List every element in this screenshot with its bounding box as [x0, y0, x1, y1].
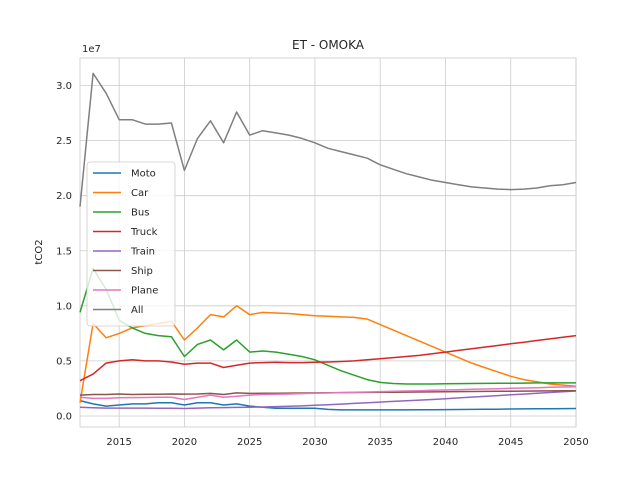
x-tick-labels: 2015 2020 2025 2030 2035 2040 2045 2050	[106, 437, 588, 448]
series-line-truck	[79, 334, 577, 382]
x-tick-label: 2040	[433, 437, 458, 448]
y-tick-label: 1.5	[56, 246, 72, 257]
y-tick-label: 3.0	[56, 81, 72, 92]
plot-frame	[79, 57, 577, 428]
x-tick-label: 2045	[498, 437, 523, 448]
y-tick-labels: 0.0 0.5 1.0 1.5 2.0 2.5 3.0	[56, 81, 72, 422]
y-tick-label: 1.0	[56, 301, 72, 312]
x-tick-label: 2050	[563, 437, 588, 448]
series-line-train	[79, 390, 577, 410]
legend-entry: Car	[131, 188, 149, 199]
x-tick-label: 2015	[106, 437, 131, 448]
legend-entry: Ship	[131, 266, 153, 277]
series-line-moto	[79, 399, 577, 411]
series-line-plane	[79, 385, 577, 401]
legend-entry: Plane	[131, 286, 158, 297]
y-tick-label: 2.5	[56, 136, 72, 147]
series-line-bus	[79, 267, 576, 385]
y-axis-label: tCO2	[34, 239, 45, 264]
chart-title: ET - OMOKA	[292, 38, 365, 52]
y-offset-label: 1e7	[82, 44, 101, 55]
x-tick-label: 2035	[367, 437, 392, 448]
legend-box	[86, 161, 176, 327]
x-tick-label: 2030	[302, 437, 327, 448]
y-tick-label: 2.0	[56, 191, 72, 202]
y-tick-label: 0.5	[56, 356, 72, 367]
legend-entry: Truck	[130, 227, 158, 238]
series-line-all	[79, 72, 577, 207]
legend-entry: All	[131, 305, 143, 316]
x-tick-label: 2025	[237, 437, 262, 448]
legend-entry: Bus	[131, 208, 149, 219]
legend: Moto Car Bus Truck Train Ship Plane All	[86, 161, 176, 327]
legend-entry: Moto	[131, 169, 156, 180]
legend-entry: Train	[130, 247, 155, 258]
x-tick-label: 2020	[172, 437, 197, 448]
y-tick-label: 0.0	[56, 411, 72, 422]
